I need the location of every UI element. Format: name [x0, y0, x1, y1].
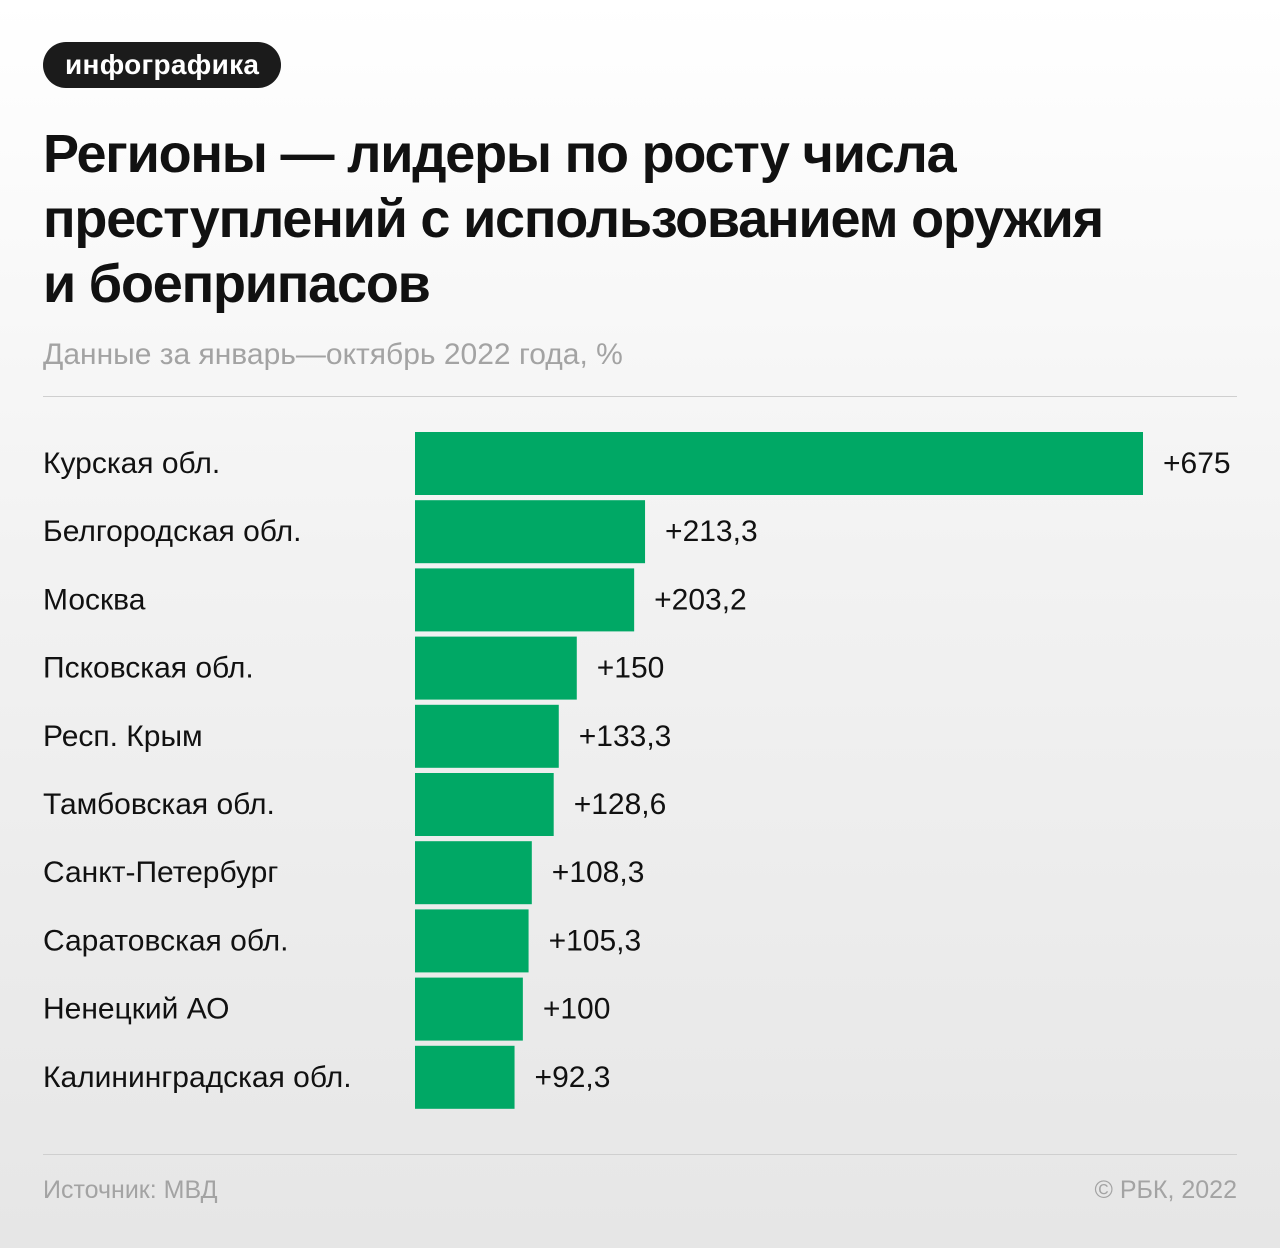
bar [415, 704, 559, 768]
bar [415, 636, 577, 700]
source-note: Источник: МВД [43, 1176, 218, 1204]
value-label: +203,2 [654, 583, 747, 616]
bar [415, 909, 529, 973]
category-label: Калининградская обл. [43, 1061, 352, 1094]
category-label: Белгородская обл. [43, 515, 301, 548]
category-label: Москва [43, 583, 146, 616]
category-label: Тамбовская обл. [43, 788, 275, 821]
value-label: +213,3 [665, 515, 758, 548]
infographic-badge: инфографика [43, 42, 282, 88]
bar [415, 1045, 515, 1109]
bar [415, 432, 1143, 495]
copyright-note: © РБК, 2022 [1094, 1176, 1237, 1204]
value-label: +105,3 [549, 924, 642, 957]
category-label: Саратовская обл. [43, 924, 289, 957]
chart-title: Регионы — лидеры по росту числа преступл… [43, 122, 1243, 317]
value-label: +128,6 [574, 788, 667, 821]
category-label: Псковская обл. [43, 652, 254, 685]
bar [415, 841, 532, 905]
bar [415, 977, 523, 1041]
title-line-2: преступлений с использованием оружия [43, 189, 1104, 249]
title-line-1: Регионы — лидеры по росту числа [43, 124, 957, 184]
value-label: +133,3 [579, 720, 672, 753]
category-label: Санкт-Петербург [43, 856, 278, 889]
category-label: Респ. Крым [43, 720, 203, 753]
value-label: +100 [543, 993, 611, 1026]
bar [415, 500, 646, 564]
category-label: Ненецкий АО [43, 993, 229, 1026]
title-line-3: и боеприпасов [43, 254, 431, 314]
value-label: +675 [1163, 447, 1231, 480]
value-label: +150 [597, 652, 665, 685]
divider-bottom [43, 1154, 1237, 1155]
chart-subtitle: Данные за январь—октябрь 2022 года, % [43, 338, 623, 371]
bar [415, 568, 635, 632]
bar [415, 773, 554, 836]
divider-top [43, 396, 1237, 397]
value-label: +108,3 [552, 856, 645, 889]
category-label: Курская обл. [43, 447, 220, 480]
value-label: +92,3 [535, 1061, 611, 1094]
